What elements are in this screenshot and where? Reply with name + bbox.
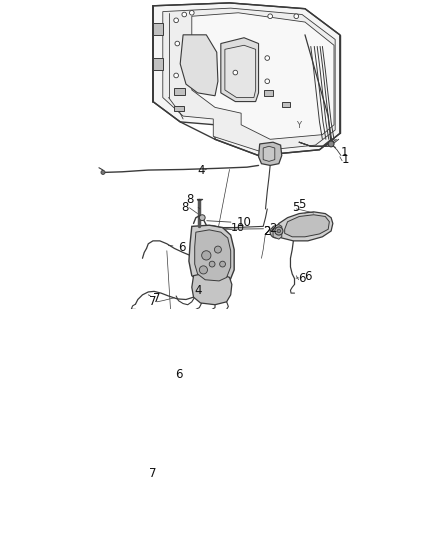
Polygon shape (258, 142, 282, 165)
Text: Y: Y (296, 120, 301, 130)
Circle shape (175, 41, 180, 46)
Circle shape (233, 70, 238, 75)
Polygon shape (285, 215, 329, 237)
Text: 8: 8 (181, 201, 188, 214)
Text: 1: 1 (342, 153, 350, 166)
Text: 7: 7 (148, 466, 156, 480)
Polygon shape (273, 224, 282, 239)
Text: 6: 6 (169, 241, 186, 254)
Text: 4: 4 (194, 284, 202, 297)
Polygon shape (153, 3, 340, 156)
Circle shape (275, 227, 283, 235)
Polygon shape (153, 58, 163, 70)
Circle shape (268, 14, 272, 19)
Circle shape (270, 227, 282, 238)
Circle shape (201, 251, 211, 260)
Circle shape (101, 171, 105, 174)
Circle shape (174, 18, 178, 22)
Text: 5: 5 (298, 198, 305, 214)
Polygon shape (225, 45, 256, 98)
Text: 6: 6 (296, 270, 311, 283)
Polygon shape (189, 225, 234, 286)
Polygon shape (163, 8, 335, 151)
Text: 7: 7 (148, 292, 160, 305)
Text: 2: 2 (264, 224, 271, 238)
Text: 2: 2 (264, 224, 271, 238)
Polygon shape (263, 146, 275, 161)
FancyBboxPatch shape (174, 106, 184, 111)
Polygon shape (192, 273, 232, 305)
Polygon shape (180, 35, 218, 96)
Circle shape (265, 79, 269, 84)
Circle shape (199, 215, 205, 221)
Polygon shape (221, 38, 258, 102)
Text: 2: 2 (225, 222, 276, 235)
FancyBboxPatch shape (174, 88, 185, 94)
Circle shape (215, 246, 221, 253)
FancyBboxPatch shape (282, 102, 290, 107)
Text: 7: 7 (148, 295, 156, 308)
Circle shape (294, 14, 299, 19)
FancyBboxPatch shape (265, 90, 273, 96)
Text: 6: 6 (175, 368, 183, 381)
Circle shape (199, 266, 208, 274)
Text: 4: 4 (198, 164, 206, 177)
Text: 1: 1 (334, 146, 349, 158)
Text: 6: 6 (298, 272, 306, 285)
Text: 10: 10 (231, 223, 245, 233)
Circle shape (265, 56, 269, 60)
Polygon shape (153, 23, 163, 35)
Text: 5: 5 (293, 201, 300, 214)
Circle shape (190, 11, 194, 15)
Circle shape (277, 229, 281, 233)
Polygon shape (195, 230, 231, 281)
Circle shape (174, 73, 178, 78)
Circle shape (182, 12, 187, 17)
Polygon shape (276, 212, 333, 241)
Circle shape (220, 261, 226, 267)
Circle shape (209, 261, 215, 267)
Polygon shape (192, 13, 334, 139)
Circle shape (328, 141, 334, 147)
Text: 10: 10 (207, 216, 251, 229)
Text: 8: 8 (186, 193, 200, 209)
